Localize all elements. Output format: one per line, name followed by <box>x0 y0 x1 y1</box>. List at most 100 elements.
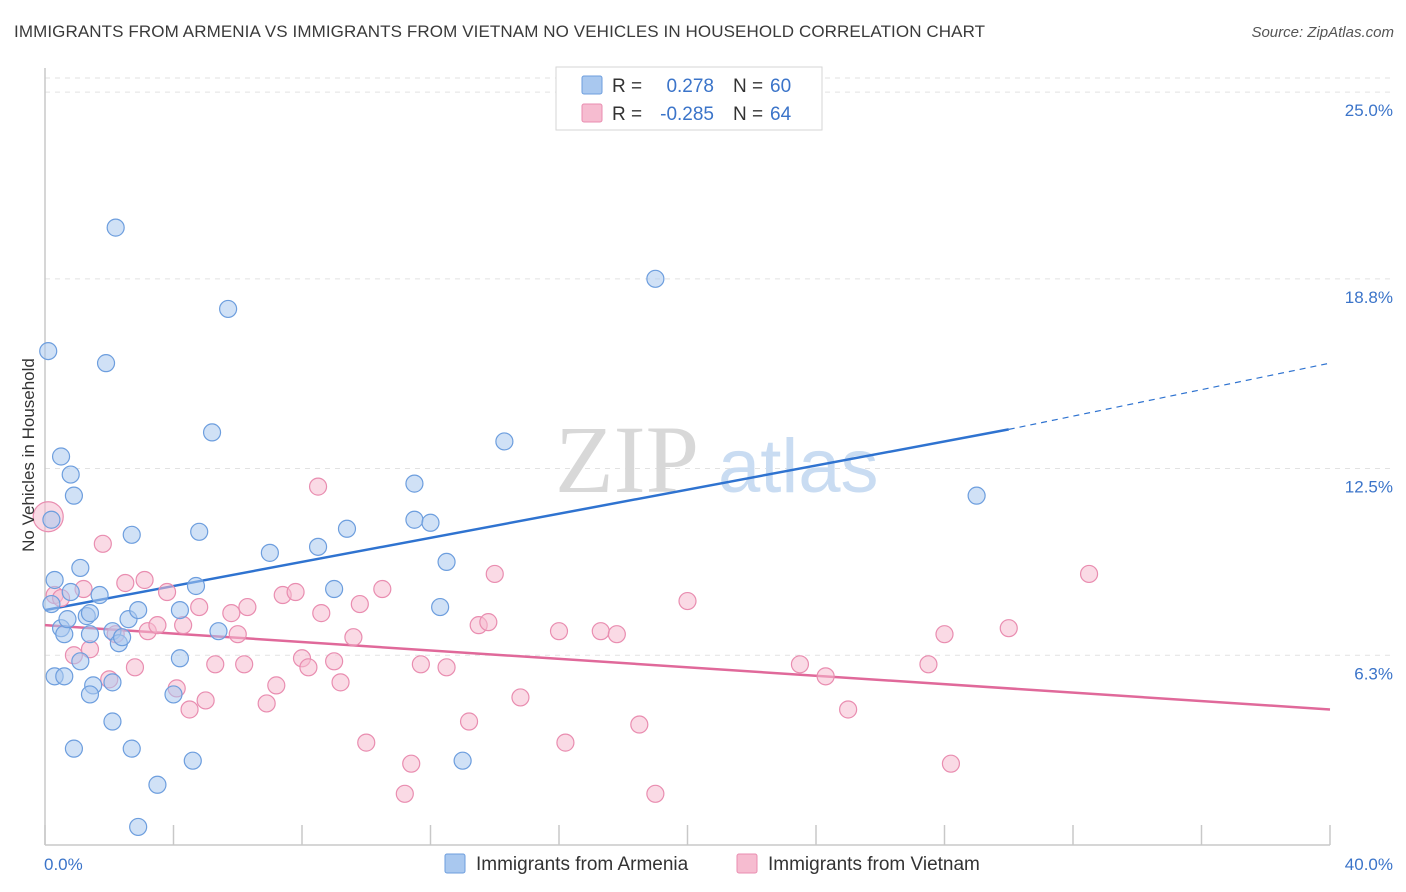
legend-r-label-2: R = <box>612 104 642 125</box>
vietnam-point <box>935 625 954 644</box>
vietnam-point <box>135 570 154 590</box>
armenia-point <box>308 537 328 556</box>
vietnam-point <box>395 784 414 803</box>
armenia-point <box>55 625 74 644</box>
armenia-point <box>55 667 74 686</box>
y-tick-label: 25.0% <box>1345 101 1393 120</box>
series-swatch-vietnam <box>736 853 758 874</box>
armenia-point <box>405 474 424 493</box>
armenia-point <box>129 817 148 837</box>
vietnam-point <box>919 655 938 674</box>
watermark-zip: ZIP <box>555 406 699 513</box>
armenia-point <box>58 610 77 629</box>
legend-n-label-2: N = <box>733 104 763 125</box>
y-tick-label: 6.3% <box>1354 664 1393 683</box>
armenia-point <box>183 751 202 770</box>
vietnam-point <box>556 733 575 752</box>
armenia-point <box>90 585 109 605</box>
vietnam-point <box>941 754 961 773</box>
vietnam-point <box>549 622 569 641</box>
chart-source: Source: ZipAtlas.com <box>1251 24 1394 41</box>
armenia-point <box>421 513 440 532</box>
y-axis-label: No Vehicles in Household <box>19 358 38 552</box>
legend-r-value-vietnam: -0.285 <box>660 104 714 125</box>
armenia-point <box>186 576 206 596</box>
armenia-trend-line <box>44 428 1009 612</box>
armenia-point <box>122 739 141 758</box>
vietnam-point <box>222 604 241 623</box>
vietnam-point <box>344 628 363 647</box>
armenia-point <box>45 570 64 590</box>
vietnam-point <box>350 594 369 614</box>
armenia-point <box>190 522 209 541</box>
armenia-point <box>42 510 61 529</box>
series-label-vietnam: Immigrants from Vietnam <box>768 854 980 875</box>
armenia-point <box>103 673 122 692</box>
vietnam-point <box>437 658 456 677</box>
vietnam-point <box>816 667 835 686</box>
vietnam-point <box>312 604 331 623</box>
vietnam-point <box>157 582 177 602</box>
grid-lines <box>45 77 1393 656</box>
vietnam-point <box>790 655 810 674</box>
vietnam-point <box>299 658 318 677</box>
vietnam-point <box>180 700 199 719</box>
armenia-point <box>164 685 183 704</box>
armenia-point <box>495 432 514 451</box>
vietnam-point <box>325 652 344 671</box>
vietnam-point <box>174 616 193 635</box>
armenia-point <box>71 558 90 578</box>
armenia-point <box>80 604 100 623</box>
y-tick-label: 18.8% <box>1345 288 1393 307</box>
vietnam-point <box>238 597 257 617</box>
vietnam-point <box>511 688 530 707</box>
armenia-point <box>106 218 125 237</box>
x-tick-label-min: 0.0% <box>44 855 83 874</box>
vietnam-point <box>607 625 626 644</box>
armenia-point <box>337 519 357 538</box>
armenia-point <box>202 423 222 442</box>
armenia-point <box>122 525 141 544</box>
vietnam-point <box>267 676 286 695</box>
vietnam-point <box>485 564 504 584</box>
vietnam-point <box>286 582 305 602</box>
armenia-point <box>170 649 190 668</box>
armenia-point <box>405 510 424 529</box>
armenia-point <box>325 579 344 599</box>
armenia-point <box>64 486 84 505</box>
armenia-point <box>80 625 100 644</box>
armenia-point <box>80 685 100 704</box>
legend-n-value-armenia: 60 <box>770 76 791 97</box>
vietnam-point <box>196 691 215 710</box>
armenia-point <box>209 622 228 641</box>
vietnam-point <box>479 613 498 632</box>
data-points <box>32 218 1099 837</box>
legend-swatch-armenia <box>581 75 603 95</box>
armenia-point <box>148 775 167 794</box>
vietnam-point <box>190 597 209 617</box>
vietnam-point <box>357 733 376 752</box>
vietnam-trend-line <box>44 623 1331 711</box>
armenia-point <box>260 543 279 562</box>
vietnam-point <box>999 619 1018 638</box>
vietnam-point <box>630 715 649 734</box>
armenia-trend-extension <box>1008 362 1331 430</box>
vietnam-point <box>839 700 858 719</box>
legend-swatch-vietnam <box>581 103 603 123</box>
trend-lines <box>44 362 1331 711</box>
vietnam-point <box>308 477 328 496</box>
armenia-point <box>61 582 80 602</box>
vietnam-point <box>591 622 610 641</box>
legend-r-value-armenia: 0.278 <box>666 76 714 97</box>
tick-labels: 6.3% 12.5% 18.8% 25.0% 0.0% 40.0% <box>44 101 1393 874</box>
vietnam-point <box>125 658 145 677</box>
vietnam-point <box>411 655 430 674</box>
armenia-point <box>453 751 472 770</box>
armenia-point <box>96 354 116 373</box>
armenia-point <box>39 341 58 361</box>
series-swatch-armenia <box>444 853 466 874</box>
x-tick-label-max: 40.0% <box>1345 855 1393 874</box>
armenia-point <box>112 628 132 647</box>
axes <box>44 68 1331 846</box>
